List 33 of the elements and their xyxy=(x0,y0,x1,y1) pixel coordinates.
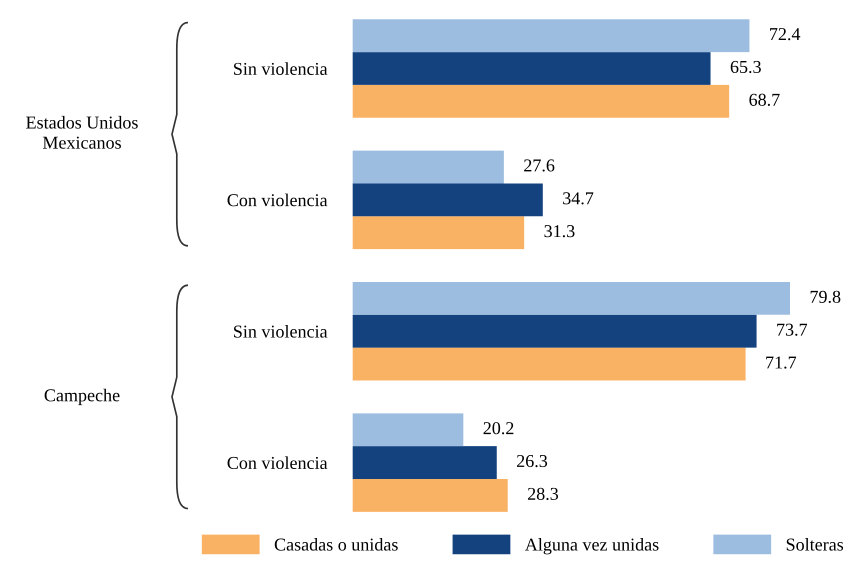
bar xyxy=(352,52,711,85)
data-label: 68.7 xyxy=(749,94,780,106)
data-label: 71.7 xyxy=(766,356,796,369)
y-tick-label: Sin violencia xyxy=(234,324,328,338)
data-label: 73.7 xyxy=(777,324,808,336)
data-label: 20.2 xyxy=(484,422,514,434)
data-label: 31.3 xyxy=(544,225,575,238)
data-label: 72.4 xyxy=(770,28,800,40)
legend-label: Solteras xyxy=(786,538,844,551)
data-label: 27.6 xyxy=(524,159,554,172)
data-label: 65.3 xyxy=(730,60,761,74)
data-label: 79.8 xyxy=(810,290,840,303)
bar xyxy=(352,150,504,184)
bar xyxy=(352,479,508,512)
data-label: 28.3 xyxy=(528,488,558,500)
bar xyxy=(352,282,790,315)
y-tick-label: Con violencia xyxy=(228,194,328,206)
data-label: 34.7 xyxy=(563,192,594,204)
bar xyxy=(352,314,757,348)
bar xyxy=(352,446,497,480)
legend-label: Casadas o unidas xyxy=(274,538,398,551)
bar xyxy=(352,19,750,52)
data-label: 26.3 xyxy=(516,454,548,468)
legend-label: Alguna vez unidas xyxy=(524,538,659,554)
y-tick-label: Sin violencia xyxy=(234,62,328,75)
text: Estados Unidos Mexicanos xyxy=(26,116,138,149)
bar xyxy=(352,84,730,118)
bar xyxy=(352,348,746,380)
y-tick-label: Con violencia xyxy=(228,456,328,470)
bar xyxy=(352,413,464,446)
text: Campeche xyxy=(44,388,120,406)
bar xyxy=(352,183,543,216)
bar xyxy=(352,216,524,250)
